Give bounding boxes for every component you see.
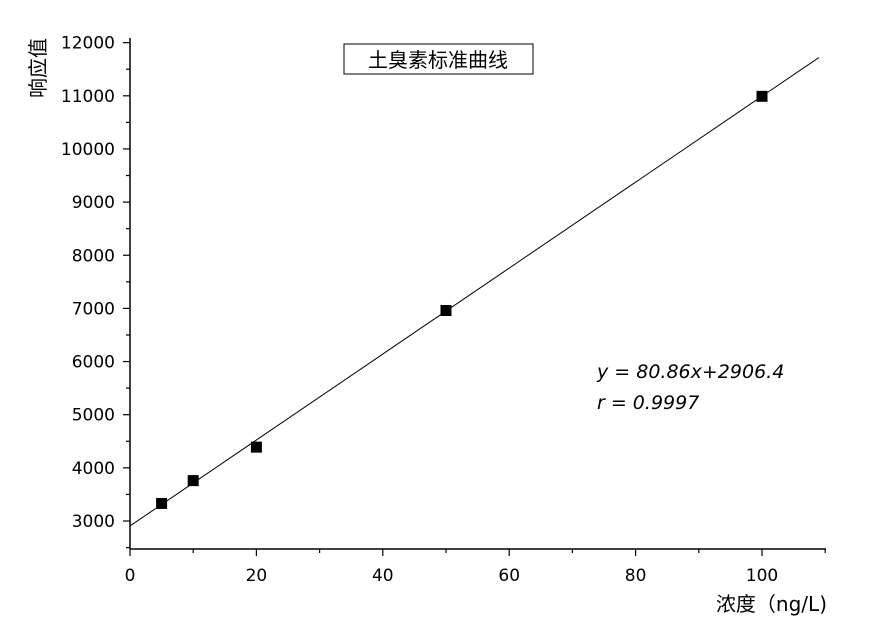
title-box	[343, 43, 534, 75]
x-tick-label: 100	[746, 566, 778, 586]
x-tick-label: 40	[372, 566, 394, 586]
r-value-annotation: r = 0.9997	[597, 392, 699, 414]
y-tick-label: 5000	[72, 406, 115, 426]
y-tick-label: 11000	[61, 87, 115, 107]
y-axis-title: 响应值	[26, 38, 50, 98]
y-tick-label: 6000	[72, 353, 115, 373]
y-tick-label: 8000	[72, 246, 115, 266]
data-point	[440, 305, 452, 317]
y-tick-label: 9000	[72, 193, 115, 213]
y-tick-label: 10000	[61, 140, 115, 160]
data-points	[156, 90, 768, 509]
chart-title: 土臭素标准曲线	[368, 48, 508, 72]
data-point	[187, 475, 199, 487]
fit-line-group	[129, 57, 820, 527]
y-tick-label: 4000	[72, 459, 115, 479]
data-point	[156, 497, 168, 509]
x-tick-label: 60	[498, 566, 520, 586]
data-point	[756, 90, 768, 102]
equation-annotation: y = 80.86x+2906.4	[596, 361, 784, 383]
x-axis-ticks: 0 20 40 60 80 100	[125, 549, 826, 586]
data-point	[250, 441, 262, 453]
y-axis-ticks: 3000 4000 5000 6000 7000 8000 9000 10000 11000 12…	[61, 34, 130, 549]
y-tick-label: 7000	[72, 299, 115, 319]
x-tick-label: 20	[246, 566, 268, 586]
fit-line	[129, 57, 820, 527]
y-tick-label: 12000	[61, 34, 115, 54]
x-tick-label: 80	[625, 566, 647, 586]
y-tick-label: 3000	[72, 512, 115, 532]
x-axis-title: 浓度（ng/L)	[716, 592, 827, 616]
x-tick-label: 0	[125, 566, 136, 586]
